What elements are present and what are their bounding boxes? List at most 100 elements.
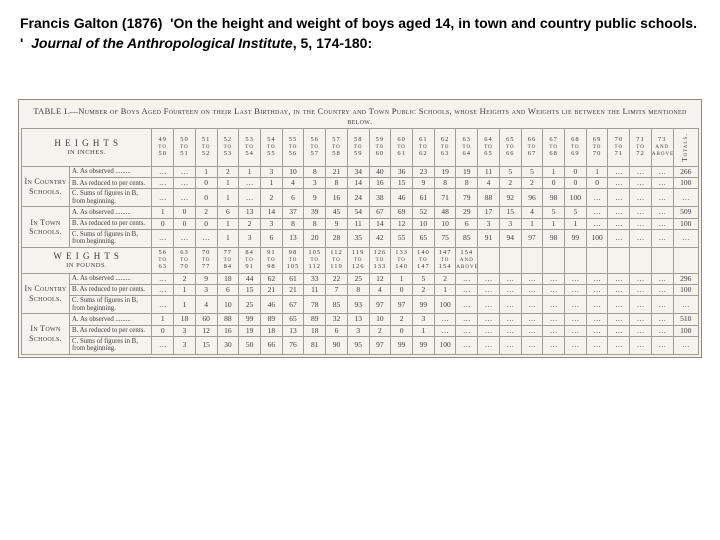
data-cell: 95	[347, 336, 369, 354]
data-cell: 0	[174, 218, 196, 229]
row-desc: A. As observed .........	[70, 314, 152, 325]
data-cell: …	[456, 325, 478, 336]
data-cell: …	[630, 273, 652, 284]
data-cell: 25	[347, 273, 369, 284]
bin-header: 71to72	[630, 129, 652, 167]
data-cell: …	[174, 229, 196, 247]
data-cell: 1	[239, 166, 261, 177]
bin-header: 54to55	[260, 129, 282, 167]
data-cell: …	[478, 273, 500, 284]
data-cell: 2	[391, 314, 413, 325]
data-cell: 99	[239, 314, 261, 325]
data-cell: 10	[434, 218, 456, 229]
data-cell: 3	[304, 178, 326, 189]
data-cell: 88	[217, 314, 239, 325]
bin-header: 55to56	[282, 129, 304, 167]
data-cell: 12	[369, 273, 391, 284]
data-cell: 67	[282, 296, 304, 314]
data-cell: 21	[282, 285, 304, 296]
data-cell: …	[521, 296, 543, 314]
data-cell: 8	[347, 285, 369, 296]
data-cell: 1	[260, 178, 282, 189]
data-cell: 12	[391, 218, 413, 229]
data-cell: …	[152, 296, 174, 314]
data-cell: 28	[326, 229, 348, 247]
table-row: In Town Schools. A. As observed ........…	[22, 207, 699, 218]
data-cell: …	[543, 296, 565, 314]
row-desc: C. Sums of figures in B, from beginning.	[70, 229, 152, 247]
data-cell: 15	[239, 285, 261, 296]
data-table: H E I G H T SIN INCHES. 49to5050to5151to…	[21, 128, 699, 355]
data-cell: 18	[174, 314, 196, 325]
bin-header	[651, 247, 673, 273]
data-cell: …	[651, 178, 673, 189]
data-cell: 24	[347, 189, 369, 207]
bin-header: 57to58	[326, 129, 348, 167]
data-cell: …	[586, 314, 608, 325]
table-row: C. Sums of figures in B, from beginning.…	[22, 189, 699, 207]
row-desc: C. Sums of figures in B, from beginning.	[70, 296, 152, 314]
data-cell: 14	[347, 178, 369, 189]
table-row: B. As reduced to per cents. ……01…1438141…	[22, 178, 699, 189]
bin-header: 140to147	[412, 247, 434, 273]
data-cell: 3	[239, 229, 261, 247]
data-cell: 8	[326, 178, 348, 189]
bin-header: 154andabove	[456, 247, 478, 273]
bin-header	[499, 247, 521, 273]
data-cell: …	[543, 325, 565, 336]
data-cell: …	[478, 296, 500, 314]
data-cell: 9	[304, 189, 326, 207]
row-desc: B. As reduced to per cents.	[70, 285, 152, 296]
data-cell: …	[630, 296, 652, 314]
data-cell: …	[608, 314, 630, 325]
bin-header: 70to77	[195, 247, 217, 273]
data-cell: 65	[412, 229, 434, 247]
data-cell: 16	[369, 178, 391, 189]
data-cell: …	[499, 314, 521, 325]
data-cell: 42	[369, 229, 391, 247]
data-cell: …	[478, 285, 500, 296]
data-cell: 21	[260, 285, 282, 296]
data-cell: …	[651, 166, 673, 177]
citation-journal: Journal of the Anthropological Institute	[31, 35, 293, 51]
data-cell: 19	[239, 325, 261, 336]
data-cell: …	[152, 178, 174, 189]
data-cell: …	[174, 189, 196, 207]
data-cell: 15	[499, 207, 521, 218]
data-cell: …	[630, 189, 652, 207]
data-cell: 1	[543, 166, 565, 177]
data-cell: …	[174, 166, 196, 177]
data-cell: …	[543, 273, 565, 284]
data-cell: 34	[347, 166, 369, 177]
data-cell: 91	[478, 229, 500, 247]
data-cell: 90	[326, 336, 348, 354]
data-cell: 100	[586, 229, 608, 247]
data-cell: 20	[304, 229, 326, 247]
data-cell: 1	[434, 285, 456, 296]
data-cell: …	[630, 207, 652, 218]
data-cell: 5	[543, 207, 565, 218]
data-cell: 18	[260, 325, 282, 336]
data-cell: 14	[260, 207, 282, 218]
data-cell: …	[651, 285, 673, 296]
data-cell: 18	[217, 273, 239, 284]
bin-header: 68to69	[565, 129, 587, 167]
data-cell: …	[608, 325, 630, 336]
data-cell: …	[608, 296, 630, 314]
data-cell: …	[152, 166, 174, 177]
data-cell: 3	[260, 166, 282, 177]
data-cell: …	[521, 325, 543, 336]
data-cell: 93	[347, 296, 369, 314]
data-cell: 1	[586, 166, 608, 177]
data-cell: 19	[434, 166, 456, 177]
data-cell: …	[651, 229, 673, 247]
bin-header: 98to105	[282, 247, 304, 273]
data-cell: 99	[565, 229, 587, 247]
data-cell: 9	[412, 178, 434, 189]
data-cell: …	[565, 325, 587, 336]
data-cell: …	[499, 296, 521, 314]
bin-header: 49to50	[152, 129, 174, 167]
table-row: B. As reduced to per cents. 031216191813…	[22, 325, 699, 336]
data-cell: 35	[347, 229, 369, 247]
data-cell: 66	[260, 336, 282, 354]
